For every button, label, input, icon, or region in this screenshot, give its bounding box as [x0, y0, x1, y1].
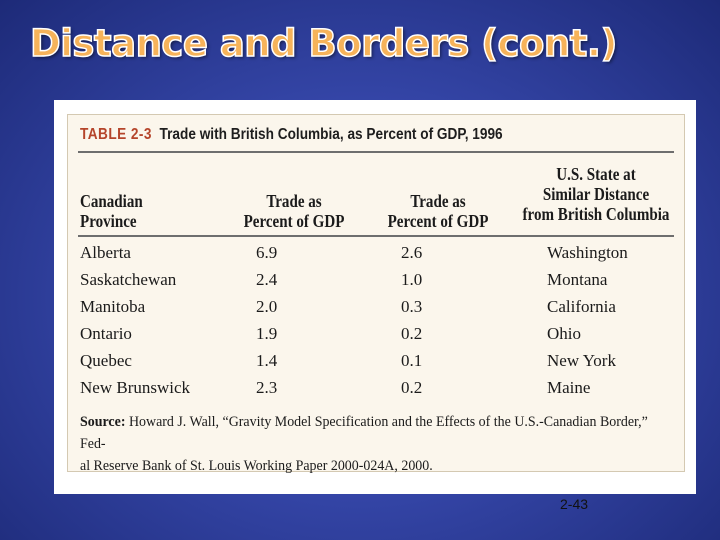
- table-box: TABLE 2-3 Trade with British Columbia, a…: [67, 114, 685, 474]
- header-line: Percent of GDP: [243, 211, 345, 231]
- us-state-cell: Washington: [547, 243, 628, 262]
- table-row: Ontario 1.9 0.2 Ohio: [68, 324, 684, 351]
- us-state-cell: Maine: [547, 378, 591, 397]
- slide-title: Distance and Borders (cont.): [29, 21, 618, 66]
- table-row: New Brunswick 2.3 0.2 Maine: [68, 378, 684, 405]
- trade-us-cell: 0.2: [401, 324, 423, 343]
- table-caption-text: Trade with British Columbia, as Percent …: [159, 126, 503, 143]
- header-trade-us: Trade as Percent of GDP: [369, 191, 507, 231]
- header-line: Percent of GDP: [387, 211, 489, 231]
- header-line: Province: [80, 211, 137, 231]
- header-line: from British Columbia: [522, 204, 670, 224]
- table-caption: TABLE 2-3 Trade with British Columbia, a…: [80, 126, 503, 144]
- header-line: Canadian: [80, 191, 143, 211]
- trade-canada-cell: 1.4: [256, 351, 278, 370]
- table-row: Quebec 1.4 0.1 New York: [68, 351, 684, 378]
- trade-us-cell: 0.3: [401, 297, 423, 316]
- top-rule: [78, 151, 674, 153]
- table-label: TABLE 2-3: [80, 126, 152, 143]
- header-province: Canadian Province: [80, 191, 143, 231]
- province-cell: New Brunswick: [80, 378, 191, 397]
- province-cell: Alberta: [80, 243, 131, 262]
- header-line: Trade as: [410, 191, 466, 211]
- province-cell: Manitoba: [80, 297, 146, 316]
- slide-number: 2-43: [560, 496, 589, 512]
- us-state-cell: Montana: [547, 270, 608, 289]
- table-panel: TABLE 2-3 Trade with British Columbia, a…: [54, 100, 696, 494]
- trade-us-cell: 2.6: [401, 243, 423, 262]
- source-text: Howard J. Wall, “Gravity Model Specifica…: [80, 414, 648, 452]
- header-line: Similar Distance: [542, 184, 650, 204]
- trade-canada-cell: 2.3: [256, 378, 278, 397]
- trade-canada-cell: 6.9: [256, 243, 278, 262]
- source-line: Source: Howard J. Wall, “Gravity Model S…: [80, 411, 675, 455]
- header-line: U.S. State at: [556, 164, 636, 184]
- table-row: Manitoba 2.0 0.3 California: [68, 297, 684, 324]
- table-row: Alberta 6.9 2.6 Washington: [68, 243, 684, 270]
- trade-us-cell: 0.1: [401, 351, 423, 370]
- province-cell: Saskatchewan: [80, 270, 177, 289]
- province-cell: Ontario: [80, 324, 132, 343]
- trade-us-cell: 1.0: [401, 270, 423, 289]
- province-cell: Quebec: [80, 351, 132, 370]
- table-source-note: Source: Howard J. Wall, “Gravity Model S…: [80, 411, 675, 477]
- trade-us-cell: 0.2: [401, 378, 423, 397]
- us-state-cell: Ohio: [547, 324, 581, 343]
- table-row: Saskatchewan 2.4 1.0 Montana: [68, 270, 684, 297]
- header-trade-canada: Trade as Percent of GDP: [225, 191, 363, 231]
- header-line: Trade as: [266, 191, 322, 211]
- source-line: al Reserve Bank of St. Louis Working Pap…: [80, 458, 433, 474]
- us-state-cell: California: [547, 297, 616, 316]
- header-rule: [78, 235, 674, 237]
- source-label: Source:: [80, 414, 126, 430]
- trade-canada-cell: 2.4: [256, 270, 278, 289]
- us-state-cell: New York: [547, 351, 616, 370]
- header-us-state: U.S. State at Similar Distance from Brit…: [510, 164, 682, 224]
- trade-canada-cell: 2.0: [256, 297, 278, 316]
- trade-canada-cell: 1.9: [256, 324, 278, 343]
